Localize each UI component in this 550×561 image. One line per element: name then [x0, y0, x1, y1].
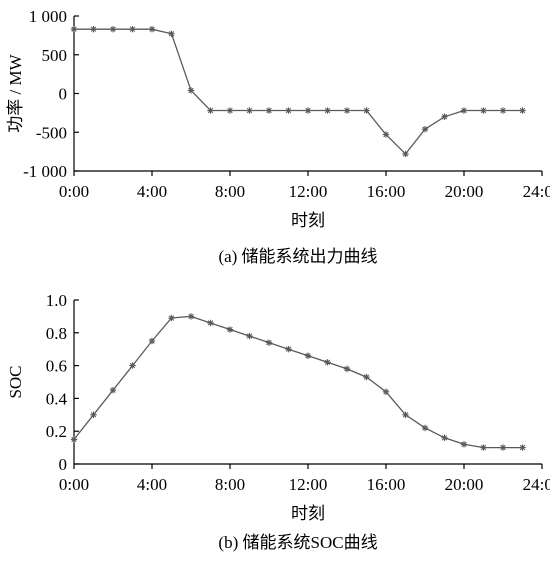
- data-point-marker: [343, 107, 351, 114]
- data-point-marker: [129, 362, 136, 369]
- data-point-marker: [480, 444, 487, 451]
- x-tick-label: 12:00: [289, 475, 328, 494]
- data-point-marker: [421, 424, 429, 432]
- y-tick-label: 1 000: [29, 7, 67, 26]
- y-tick-label: 500: [42, 46, 68, 65]
- data-point-marker: [90, 25, 97, 33]
- x-tick-label: 12:00: [289, 182, 328, 201]
- data-point-marker: [246, 107, 253, 114]
- data-point-marker: [499, 444, 507, 451]
- x-tick-label: 20:00: [445, 475, 484, 494]
- data-point-marker: [265, 339, 273, 346]
- y-tick-label: 0: [59, 455, 68, 474]
- data-point-marker: [226, 107, 234, 114]
- x-tick-label: 0:00: [59, 475, 89, 494]
- data-point-marker: [402, 411, 409, 418]
- data-point-marker: [499, 107, 507, 114]
- data-point-marker: [519, 107, 526, 114]
- data-point-marker: [421, 125, 429, 133]
- data-point-marker: [109, 387, 117, 394]
- data-point-marker: [246, 332, 253, 340]
- data-point-marker: [187, 87, 195, 94]
- x-tick-label: 8:00: [215, 182, 245, 201]
- y-tick-label: 0: [59, 85, 68, 104]
- data-point-marker: [460, 441, 468, 448]
- y-tick-label: 0.8: [46, 324, 67, 343]
- x-tick-label: 4:00: [137, 475, 167, 494]
- x-tick-label: 20:00: [445, 182, 484, 201]
- y-axis-title: 功率 / MW: [6, 53, 25, 132]
- x-tick-label: 4:00: [137, 182, 167, 201]
- data-point-marker: [109, 25, 117, 33]
- data-point-marker: [168, 30, 175, 38]
- y-axis-title: SOC: [6, 365, 25, 398]
- data-point-marker: [519, 444, 526, 451]
- y-tick-label: 0.4: [46, 389, 68, 408]
- y-tick-label: -500: [36, 123, 67, 142]
- chart-caption: (b) 储能系统SOC曲线: [218, 533, 377, 552]
- data-point-marker: [304, 107, 312, 114]
- x-tick-label: 24:00: [523, 182, 550, 201]
- series-line: [74, 28, 523, 155]
- data-point-marker: [70, 436, 78, 443]
- data-point-marker: [207, 107, 214, 114]
- x-axis-title: 时刻: [291, 211, 325, 230]
- data-point-marker: [285, 346, 292, 353]
- data-point-marker: [148, 337, 156, 345]
- data-point-marker: [382, 131, 390, 138]
- data-point-marker: [480, 107, 487, 114]
- data-point-marker: [363, 373, 370, 381]
- data-point-marker: [90, 411, 97, 418]
- data-point-marker: [363, 107, 370, 114]
- x-axis-title: 时刻: [291, 504, 325, 523]
- x-tick-label: 8:00: [215, 475, 245, 494]
- y-tick-label: 0.6: [46, 357, 67, 376]
- data-point-marker: [324, 359, 331, 366]
- data-point-marker: [187, 313, 195, 320]
- data-point-marker: [441, 434, 448, 441]
- data-point-marker: [148, 25, 156, 33]
- data-point-marker: [265, 107, 273, 114]
- data-point-marker: [70, 25, 78, 33]
- x-tick-label: 24:00: [523, 475, 550, 494]
- y-tick-label: 1.0: [46, 291, 67, 310]
- data-point-marker: [168, 314, 175, 322]
- x-tick-label: 0:00: [59, 182, 89, 201]
- data-point-marker: [226, 326, 234, 333]
- data-point-marker: [285, 107, 292, 114]
- data-point-marker: [382, 388, 390, 396]
- x-tick-label: 16:00: [367, 475, 406, 494]
- chart-caption: (a) 储能系统出力曲线: [218, 247, 377, 266]
- data-point-marker: [304, 352, 312, 359]
- data-point-marker: [460, 107, 468, 114]
- data-point-marker: [343, 365, 351, 373]
- data-point-marker: [441, 113, 448, 120]
- data-point-marker: [207, 319, 214, 327]
- data-point-marker: [402, 150, 409, 158]
- y-tick-label: -1 000: [23, 162, 67, 181]
- data-point-marker: [324, 107, 331, 114]
- y-tick-label: 0.2: [46, 422, 67, 441]
- x-tick-label: 16:00: [367, 182, 406, 201]
- data-point-marker: [129, 25, 136, 33]
- series-line: [73, 315, 523, 449]
